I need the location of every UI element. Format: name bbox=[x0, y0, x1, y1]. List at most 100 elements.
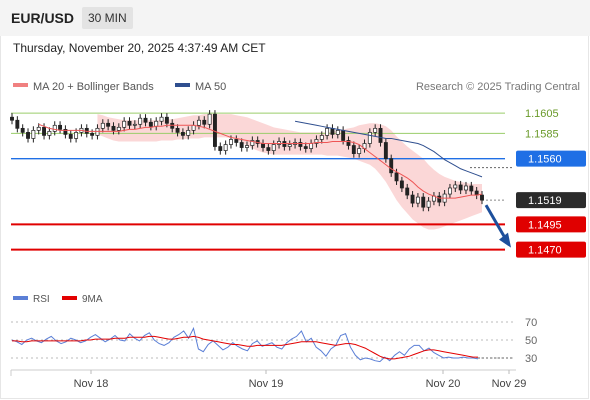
candle-body bbox=[415, 196, 420, 204]
level-label-1.1560: 1.1560 bbox=[528, 154, 562, 166]
candle-body bbox=[367, 132, 372, 144]
candle-body bbox=[282, 141, 287, 147]
rsi-legend-swatch-1 bbox=[62, 296, 77, 300]
candle-body bbox=[154, 120, 159, 127]
level-badge-1.1470 bbox=[516, 241, 586, 258]
candle-body bbox=[277, 141, 281, 145]
chart-header: EUR/USD 30 MIN bbox=[0, 0, 590, 36]
candle-body bbox=[309, 143, 314, 149]
candle-body bbox=[421, 196, 426, 208]
candle-body bbox=[63, 128, 68, 135]
candle-body bbox=[266, 147, 271, 151]
candle-body bbox=[239, 142, 244, 148]
candle-body bbox=[20, 127, 25, 133]
candle-body bbox=[341, 130, 346, 141]
candle-body bbox=[448, 187, 452, 195]
symbol-label: EUR/USD bbox=[11, 10, 75, 26]
candle-body bbox=[303, 146, 308, 149]
last-price-label: 1.1519 bbox=[528, 195, 562, 207]
candle-body bbox=[132, 123, 137, 126]
candle-body bbox=[378, 127, 383, 143]
candle-body bbox=[330, 127, 335, 135]
candle-body bbox=[458, 184, 463, 191]
candle-body bbox=[480, 194, 484, 201]
candle-body bbox=[116, 126, 121, 131]
rsi-tick-30: 30 bbox=[525, 353, 537, 365]
candle-body bbox=[229, 139, 233, 145]
level-badge-1.1495 bbox=[516, 216, 586, 233]
candle-body bbox=[383, 142, 388, 160]
last-price-badge bbox=[516, 192, 586, 209]
candle-body bbox=[68, 134, 73, 139]
candle-body bbox=[335, 130, 340, 135]
candle-body bbox=[106, 122, 111, 127]
candle-body bbox=[148, 121, 153, 127]
rsi-ma9-line bbox=[12, 335, 478, 360]
candle-body bbox=[10, 116, 14, 121]
candle-body bbox=[389, 158, 394, 174]
candle-body bbox=[58, 124, 63, 130]
legend-label-0: MA 20 + Bollinger Bands bbox=[33, 81, 154, 93]
timestamp: Thursday, November 20, 2025 4:37:49 AM C… bbox=[13, 41, 266, 55]
candle-body bbox=[175, 127, 180, 133]
ma20-line bbox=[38, 123, 483, 199]
candle-body bbox=[405, 187, 410, 196]
level-label-1.1495: 1.1495 bbox=[528, 219, 562, 231]
rsi-legend-label-0: RSI bbox=[33, 294, 50, 305]
candle-body bbox=[196, 119, 201, 126]
candle-body bbox=[42, 126, 46, 136]
credit-label: Research © 2025 Trading Central bbox=[416, 81, 580, 93]
candle-body bbox=[202, 119, 207, 125]
candle-body bbox=[138, 117, 143, 125]
x-label-2: Nov 20 bbox=[426, 378, 461, 390]
candle-body bbox=[399, 180, 404, 189]
candle-body bbox=[357, 148, 362, 154]
level-label-1.1585: 1.1585 bbox=[525, 128, 559, 140]
candle-body bbox=[159, 116, 164, 122]
candle-body bbox=[74, 132, 79, 139]
candle-body bbox=[164, 116, 169, 124]
candle-body bbox=[218, 146, 223, 151]
candle-body bbox=[213, 113, 217, 147]
candle-body bbox=[298, 142, 303, 147]
candle-body bbox=[373, 127, 378, 133]
level-label-1.1605: 1.1605 bbox=[525, 108, 559, 120]
candle-body bbox=[122, 120, 127, 128]
x-label-1: Nov 19 bbox=[249, 378, 284, 390]
candle-body bbox=[15, 119, 20, 129]
candle-body bbox=[261, 143, 265, 148]
candle-body bbox=[410, 194, 415, 204]
rsi-tick-50: 50 bbox=[525, 335, 537, 347]
rsi-tick-70: 70 bbox=[525, 317, 537, 329]
ma50-line bbox=[294, 120, 483, 178]
rsi-line bbox=[11, 326, 479, 363]
candle-body bbox=[245, 145, 249, 148]
rsi-legend-swatch-0 bbox=[13, 296, 28, 300]
candle-body bbox=[426, 200, 431, 208]
candle-body bbox=[143, 117, 148, 123]
candle-body bbox=[271, 144, 276, 151]
candle-body bbox=[26, 132, 30, 139]
candle-body bbox=[469, 185, 474, 192]
candle-body bbox=[100, 122, 105, 129]
bollinger-band bbox=[97, 114, 483, 230]
legend-swatch-1 bbox=[175, 83, 190, 87]
candle-body bbox=[319, 135, 324, 140]
candle-body bbox=[47, 131, 52, 136]
legend-swatch-0 bbox=[13, 83, 28, 87]
candle-body bbox=[180, 132, 185, 136]
candle-body bbox=[95, 127, 100, 136]
candle-body bbox=[453, 184, 458, 189]
candle-body bbox=[170, 122, 175, 129]
candle-body bbox=[186, 130, 191, 136]
timeframe-button[interactable]: 30 MIN bbox=[82, 7, 133, 29]
candle-body bbox=[52, 124, 57, 132]
rsi-legend-label-1: 9MA bbox=[82, 294, 103, 305]
candle-body bbox=[464, 185, 468, 191]
candle-body bbox=[36, 126, 41, 131]
candle-body bbox=[394, 172, 399, 182]
candle-body bbox=[207, 113, 212, 125]
candle-body bbox=[314, 139, 319, 144]
candle-body bbox=[127, 120, 132, 126]
